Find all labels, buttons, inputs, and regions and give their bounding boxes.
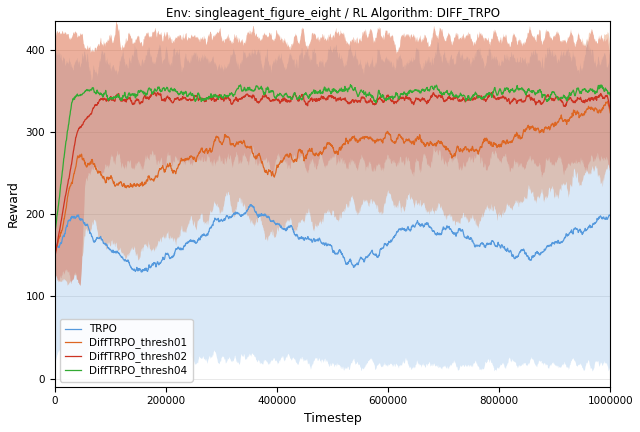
Title: Env: singleagent_figure_eight / RL Algorithm: DIFF_TRPO: Env: singleagent_figure_eight / RL Algor… [166, 7, 500, 20]
Legend: TRPO, DiffTRPO_thresh01, DiffTRPO_thresh02, DiffTRPO_thresh04: TRPO, DiffTRPO_thresh01, DiffTRPO_thresh… [60, 319, 193, 381]
X-axis label: Timestep: Timestep [303, 412, 362, 425]
Y-axis label: Reward: Reward [7, 181, 20, 227]
